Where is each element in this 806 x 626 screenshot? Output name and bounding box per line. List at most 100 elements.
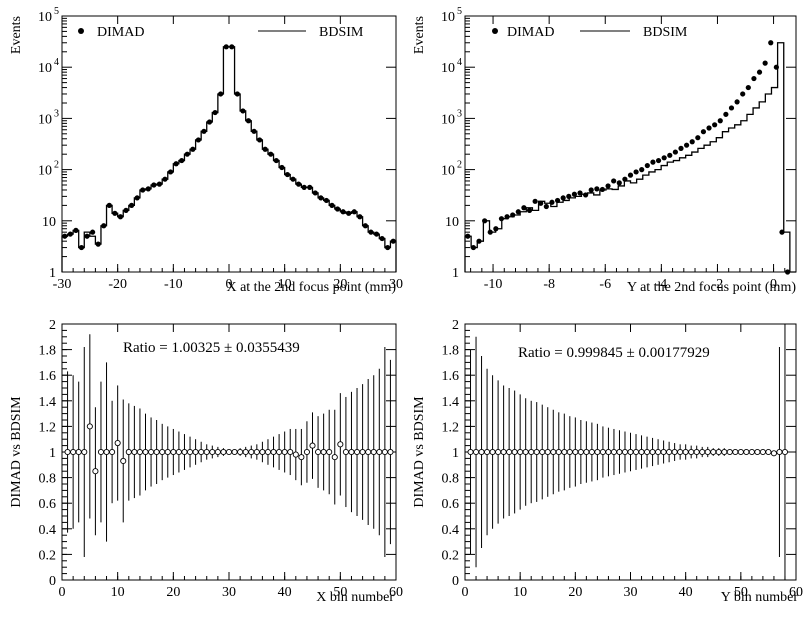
dimad-marker <box>240 108 246 114</box>
dimad-marker <box>723 111 729 117</box>
ratio-point <box>776 448 783 456</box>
x-tick-label: 40 <box>679 585 693 600</box>
x-tick-label: 30 <box>222 585 236 600</box>
ratio-point <box>231 448 238 456</box>
dimad-marker <box>470 244 477 251</box>
ratio-point <box>544 448 551 456</box>
legend-marker <box>78 28 84 34</box>
dimad-marker <box>201 128 207 134</box>
ratio-point <box>309 442 316 449</box>
y-axis-label: Events <box>412 16 427 54</box>
dimad-marker <box>257 137 263 143</box>
y-tick-label: 10 <box>441 164 455 179</box>
ratio-point <box>599 448 606 456</box>
y-tick-label: 1.2 <box>39 420 57 435</box>
y-axis-label: DIMAD vs BDSIM <box>9 396 24 508</box>
ratio-point <box>331 454 338 461</box>
dimad-marker <box>346 210 352 216</box>
ratio-point <box>572 448 579 456</box>
y-tick-exponent: 5 <box>457 6 462 17</box>
ratio-point <box>748 448 755 456</box>
ratio-point <box>181 448 188 456</box>
dimad-marker <box>762 60 768 66</box>
panel-x-ratio: 0 10 20 30 40 50 60 0 0.2 0.4 0.6 0.8 1 1.2 1.4 1.6 1.8 2… <box>9 318 403 605</box>
ratio-point <box>337 441 344 448</box>
dimad-marker <box>362 223 368 229</box>
ratio-point <box>533 448 540 456</box>
ratio-point <box>276 448 283 456</box>
ratio-point <box>770 450 777 457</box>
y-tick-label: 10 <box>38 10 52 25</box>
ratio-point <box>721 448 728 456</box>
x-tick-label: 0 <box>770 277 777 292</box>
dimad-marker <box>206 119 213 125</box>
dimad-marker <box>128 202 135 208</box>
ratio-point <box>594 448 601 456</box>
dimad-marker <box>84 233 90 239</box>
dimad-marker <box>301 184 307 190</box>
dimad-marker <box>510 212 516 218</box>
ratio-point <box>225 448 233 456</box>
dimad-marker <box>73 227 79 233</box>
y-tick-label: 0.2 <box>442 548 460 563</box>
dimad-marker <box>357 214 363 220</box>
ratio-point <box>242 448 249 456</box>
ratio-point <box>655 448 662 456</box>
dimad-marker <box>588 187 594 193</box>
y-tick-exponent: 5 <box>54 6 59 17</box>
bdsim-histogram-line <box>464 42 796 273</box>
ratio-point <box>616 448 623 456</box>
dimad-marker <box>323 197 330 204</box>
ratio-point <box>710 448 717 456</box>
dimad-marker <box>295 181 302 187</box>
dimad-marker <box>661 155 667 161</box>
dimad-marker <box>779 229 785 235</box>
dimad-marker <box>140 187 146 193</box>
x-axis-label: Y at the 2nd focus point (mm) <box>627 280 796 295</box>
ratio-point <box>214 448 221 456</box>
y-tick-label: 0.6 <box>39 497 57 512</box>
dimad-marker <box>700 129 707 135</box>
ratio-point <box>198 448 205 456</box>
dimad-marker <box>672 149 678 155</box>
x-tick-label: 20 <box>333 277 347 292</box>
dimad-marker <box>465 233 471 239</box>
dimad-marker <box>521 205 527 211</box>
ratio-point <box>97 448 105 456</box>
y-tick-label: 1.2 <box>442 420 460 435</box>
dimad-marker <box>123 207 129 213</box>
dimad-marker <box>151 182 157 188</box>
dimad-marker <box>284 171 291 178</box>
dimad-marker <box>390 238 396 244</box>
y-tick-label: 1.6 <box>39 369 57 384</box>
dimad-marker <box>173 161 179 167</box>
ratio-point <box>550 448 557 456</box>
legend: DIMAD BDSIM <box>492 25 688 40</box>
ratio-point <box>270 448 277 456</box>
y-tick-label: 0.6 <box>442 497 460 512</box>
ratio-point <box>528 448 535 456</box>
y-tick-label: 0.8 <box>39 472 57 487</box>
dimad-marker <box>751 75 757 82</box>
y-tick-label: 10 <box>441 61 455 76</box>
dimad-marker <box>262 146 268 152</box>
ratio-point <box>109 448 116 456</box>
dimad-marker <box>650 159 656 165</box>
dimad-marker <box>605 183 611 189</box>
ratio-point <box>370 448 377 456</box>
ratio-point <box>114 439 121 447</box>
ratio-point <box>754 448 761 456</box>
x-tick-label: 20 <box>568 585 582 600</box>
dimad-marker <box>616 180 622 186</box>
y-tick-label: 1.8 <box>442 344 460 359</box>
dimad-marker <box>695 135 701 141</box>
ratio-point <box>605 448 612 456</box>
ratio-point <box>677 448 684 456</box>
dimad-marker <box>622 176 628 182</box>
dimad-marker <box>62 233 68 239</box>
y-axis-label: DIMAD vs BDSIM <box>412 396 427 508</box>
ratio-annotation: Ratio = 0.999845 ± 0.00177929 <box>518 345 710 361</box>
ratio-point <box>500 448 507 456</box>
